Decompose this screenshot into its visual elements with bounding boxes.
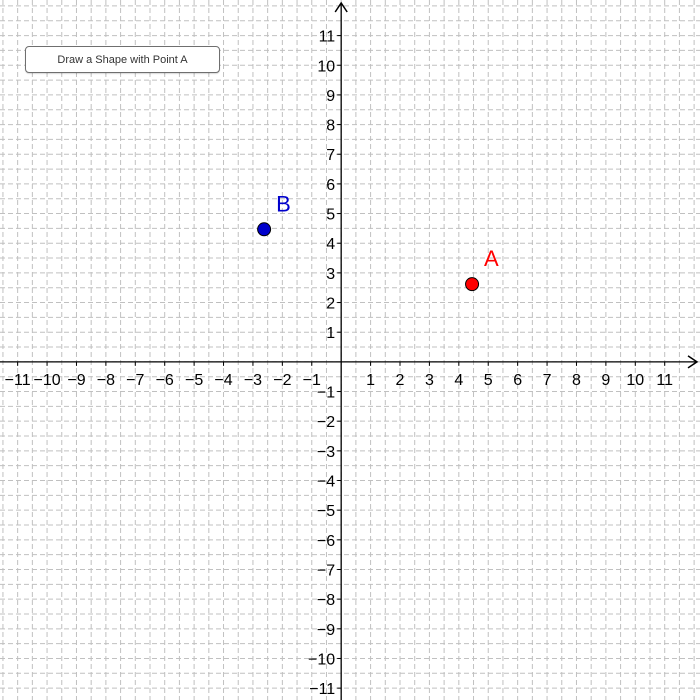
y-tick-label: −5 [317,503,335,520]
x-axis-arrow-icon [687,355,699,369]
y-axis-arrow-icon [334,1,348,13]
points: AB [257,191,499,292]
x-tick-label: 9 [601,372,610,389]
y-tick-label: −10 [308,651,335,668]
y-tick-label: 9 [326,88,335,105]
x-tick-label: −10 [33,372,60,389]
x-tick-label: 1 [366,372,375,389]
y-tick-label: 2 [326,296,335,313]
x-tick-label: −8 [97,372,115,389]
x-tick-label: 5 [484,372,493,389]
y-tick-label: −11 [309,681,335,698]
y-tick-label: −6 [317,533,335,550]
y-tick-label: −8 [317,592,335,609]
x-tick-label: −11 [5,372,31,389]
x-tick-label: −3 [244,372,262,389]
y-tick-label: −1 [317,385,335,402]
y-tick-label: 7 [326,147,335,164]
x-tick-label: 7 [543,372,552,389]
y-tick-label: 6 [326,177,335,194]
point-label-b: B [276,191,291,216]
point-a[interactable] [465,277,480,292]
x-tick-label: −5 [185,372,203,389]
y-tick-label: 4 [326,236,335,253]
y-tick-label: 10 [317,58,335,75]
x-tick-label: −9 [67,372,85,389]
x-tick-label: −7 [126,372,144,389]
x-tick-label: −6 [156,372,174,389]
point-label-a: A [484,246,499,271]
y-tick-label: −9 [317,622,335,639]
point-b[interactable] [257,222,272,237]
y-tick-label: −3 [317,444,335,461]
y-tick-label: 1 [326,325,335,342]
tick-labels: −11 −10 −9 −8 −7 −6 −5 −4 −3 −2 −1 1 2 3 4 5 6 7 8 9 10 11111… [5,29,673,699]
x-tick-label: −4 [214,372,232,389]
y-tick-label: −7 [317,562,335,579]
y-tick-label: 5 [326,207,335,224]
x-tick-label: −1 [303,372,321,389]
x-tick-label: 3 [425,372,434,389]
y-tick-label: 3 [326,266,335,283]
y-tick-label: −4 [317,474,335,491]
y-tick-label: 8 [326,118,335,135]
x-tick-label: 10 [626,372,644,389]
x-tick-label: 6 [513,372,522,389]
x-tick-label: −2 [273,372,291,389]
x-tick-label: 2 [396,372,405,389]
y-tick-label: 11 [319,29,336,46]
x-tick-label: 4 [454,372,463,389]
x-tick-label: 11 [656,372,673,389]
x-tick-label: 8 [572,372,581,389]
draw-shape-button[interactable]: Draw a Shape with Point A [25,46,220,73]
y-tick-label: −2 [317,414,335,431]
